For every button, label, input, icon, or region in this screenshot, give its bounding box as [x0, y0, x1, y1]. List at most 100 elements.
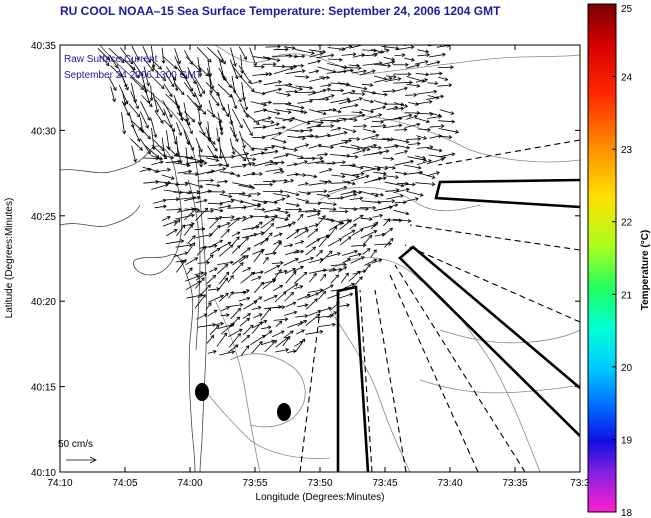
current-vector [151, 45, 156, 69]
current-vector [318, 322, 336, 327]
current-vector [197, 260, 211, 265]
current-vector [417, 49, 430, 54]
current-vector [154, 99, 166, 116]
current-vector [272, 145, 287, 150]
current-vector [260, 307, 272, 321]
current-vector [271, 330, 285, 338]
current-vector [251, 320, 263, 334]
current-vector [207, 167, 227, 174]
current-vector [286, 229, 300, 240]
current-vector [287, 135, 306, 141]
current-vector [315, 249, 323, 257]
current-vector [229, 152, 250, 158]
current-vector [239, 131, 246, 149]
current-vector [384, 181, 405, 188]
current-vector [327, 185, 348, 193]
current-vector [408, 141, 421, 146]
current-vector [240, 289, 250, 294]
current-vector [273, 209, 289, 215]
current-vector [151, 66, 167, 82]
current-vector [330, 140, 349, 147]
current-vector [394, 149, 409, 155]
current-vector [306, 174, 318, 179]
current-vector [207, 349, 217, 354]
current-vector [197, 65, 209, 77]
current-vector [250, 334, 266, 346]
current-vector [251, 305, 262, 310]
current-vector [316, 152, 329, 157]
current-vector [295, 338, 306, 353]
current-vector [395, 86, 408, 92]
current-vector [139, 127, 151, 140]
current-vector [216, 263, 229, 275]
current-vector [130, 57, 144, 77]
current-vector [242, 92, 249, 111]
current-vector [250, 79, 263, 85]
contour-line [214, 299, 261, 472]
current-vector [406, 83, 421, 88]
current-vector [228, 172, 241, 178]
current-vector [319, 306, 332, 312]
current-vector [264, 145, 276, 150]
current-vector [194, 102, 207, 115]
current-vector [183, 82, 196, 98]
current-vector [253, 207, 266, 212]
current-vector [339, 103, 359, 109]
current-vector [274, 109, 292, 114]
current-vector [416, 172, 436, 179]
x-tick-label: 73:40 [437, 478, 462, 489]
current-vector [264, 251, 277, 256]
current-vector [294, 285, 304, 290]
current-vector [184, 208, 201, 213]
current-vector [329, 267, 343, 272]
current-vector [374, 199, 396, 204]
current-vector [297, 303, 309, 308]
current-vector [275, 320, 283, 328]
current-vector [437, 76, 449, 81]
current-vector [338, 99, 352, 105]
current-vector [349, 136, 361, 141]
current-vector [218, 244, 234, 257]
current-vector [242, 313, 252, 319]
colorbar-label: Temperature (°C) [640, 230, 651, 311]
current-vector [360, 190, 379, 198]
current-vector [404, 182, 416, 187]
current-vector [394, 53, 406, 58]
current-vector [327, 311, 338, 319]
current-vector [349, 223, 357, 230]
current-vector [394, 159, 415, 166]
current-vector [197, 178, 215, 183]
current-vector [307, 59, 322, 65]
current-vector [206, 274, 217, 284]
current-vector [283, 179, 295, 184]
current-vector [415, 155, 427, 160]
current-vector [272, 160, 285, 165]
current-vector [252, 135, 266, 140]
current-vector [140, 101, 151, 121]
current-vector [238, 65, 252, 84]
x-axis-ticks: 74:10 74:05 74:00 73:55 73:50 73:45 73:40 73:35… [47, 45, 590, 489]
current-vector [263, 207, 282, 213]
current-vector [185, 274, 201, 282]
current-vector [308, 257, 324, 263]
contour-line [439, 329, 580, 344]
current-vector [251, 172, 263, 177]
current-vector [205, 254, 214, 262]
current-vector [384, 77, 402, 82]
current-vector [305, 156, 324, 161]
current-vector [405, 197, 419, 202]
current-vector [283, 257, 299, 266]
current-vector [230, 127, 239, 143]
current-vector [262, 62, 277, 67]
current-vector [326, 252, 341, 258]
current-vector [284, 291, 295, 302]
current-vector [371, 92, 388, 97]
current-vector [253, 281, 265, 294]
current-vector [316, 53, 335, 59]
x-tick-label: 73:35 [502, 478, 527, 489]
current-vector [327, 225, 338, 239]
current-vector [251, 221, 263, 230]
current-vector [284, 283, 299, 293]
current-vector [317, 284, 334, 294]
current-vector [186, 159, 205, 165]
